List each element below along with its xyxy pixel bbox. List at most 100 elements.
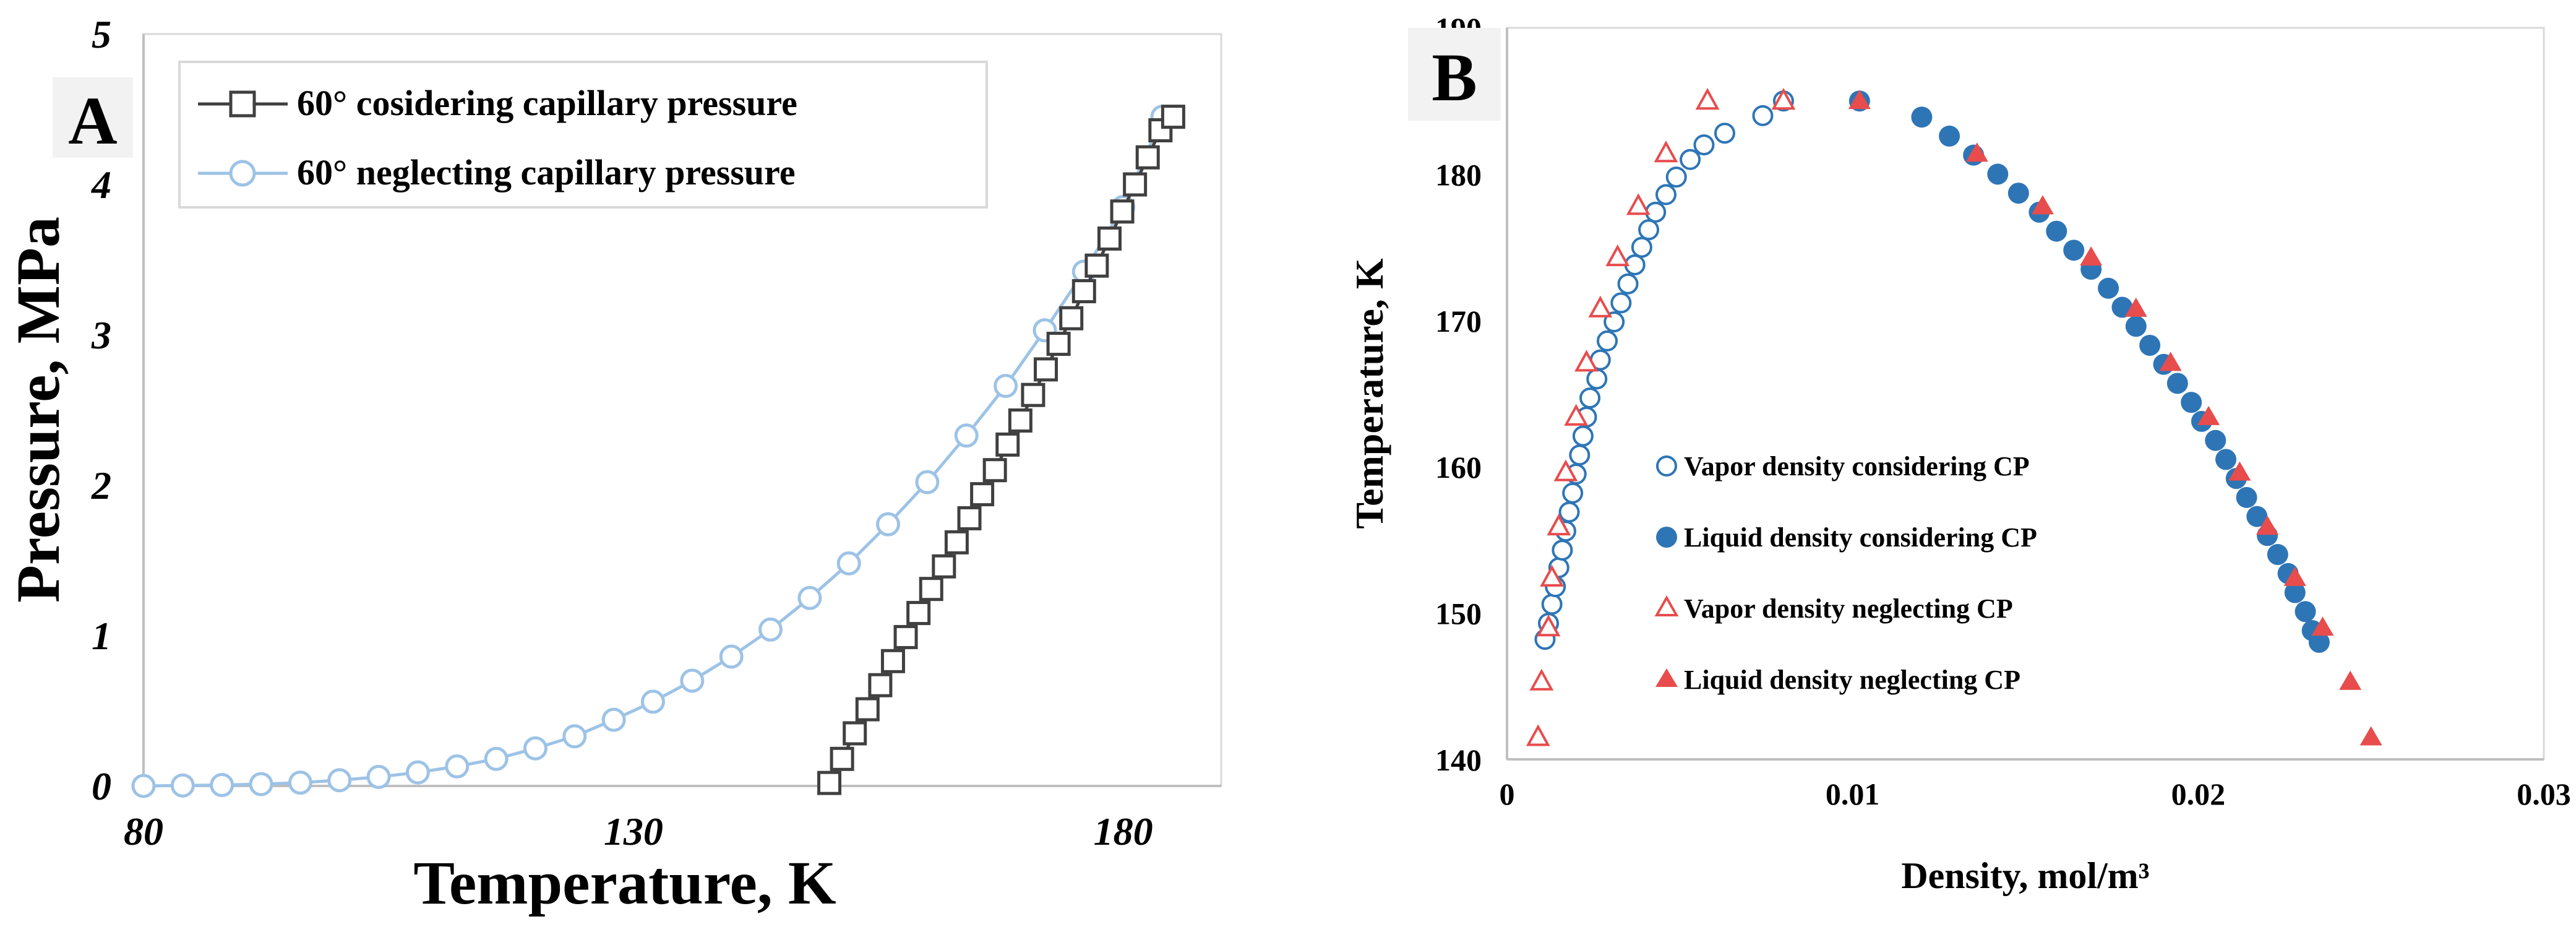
vapor-cp-point: [1631, 236, 1652, 258]
data-point-neglecting: [210, 773, 234, 798]
vapor-cp-point: [1579, 387, 1601, 409]
data-point-considering: [919, 577, 943, 602]
liquid-cp-point: [2295, 601, 2316, 623]
vapor-neg-point: [1547, 513, 1571, 536]
data-point-considering: [1008, 408, 1033, 433]
vapor-cp-point: [1552, 539, 1573, 561]
data-point-neglecting: [484, 746, 509, 771]
vapor-neg-point: [1771, 88, 1796, 110]
vapor-cp-point: [1586, 368, 1608, 390]
data-point-considering: [970, 482, 995, 507]
liquid-neg-point: [2197, 405, 2220, 425]
liquid-cp-point: [2236, 486, 2257, 508]
panel-label-a: A: [68, 83, 117, 158]
legend-label-vapor-cp: Vapor density considering CP: [1684, 451, 2030, 481]
data-point-neglecting: [249, 772, 273, 796]
vapor-cp-point: [1541, 593, 1563, 615]
liquid-cp-point: [2139, 334, 2161, 356]
data-point-considering: [1059, 306, 1084, 330]
data-point-considering: [982, 458, 1007, 483]
legend-vapor-cp-marker: [1656, 455, 1677, 477]
vapor-neg-point: [1574, 350, 1599, 372]
liquid-cp-point: [2267, 544, 2288, 566]
liquid-neg-point: [2339, 670, 2362, 690]
liquid-cp-point: [2007, 183, 2029, 204]
vapor-cp-point: [1665, 166, 1687, 188]
vapor-neg-point: [1553, 459, 1578, 481]
liquid-cp-point: [2181, 392, 2202, 413]
liquid-neg-point: [2256, 516, 2279, 535]
liquid-cp-point: [2063, 239, 2085, 261]
vapor-cp-point: [1562, 482, 1584, 504]
legend-label-liquid-neg: Liquid density neglecting CP: [1684, 665, 2020, 695]
data-point-neglecting: [523, 736, 547, 761]
data-point-considering: [1110, 199, 1135, 224]
vapor-cp-point: [1645, 201, 1667, 223]
liquid-cp-point: [2125, 316, 2147, 337]
data-point-considering: [932, 554, 956, 579]
liquid-neg-point: [2080, 246, 2103, 266]
data-point-neglecting: [994, 374, 1018, 399]
x-tick-label-b: 0: [1500, 777, 1515, 811]
data-point-neglecting: [327, 768, 352, 793]
vapor-cp-point: [1680, 149, 1701, 170]
data-point-neglecting: [445, 754, 470, 779]
data-point-considering: [906, 601, 931, 626]
data-point-neglecting: [836, 551, 861, 576]
data-point-neglecting: [876, 512, 901, 537]
liquid-neg-point: [2228, 461, 2251, 481]
liquid-neg-point: [2124, 297, 2147, 317]
panel-label-bg-b: [1408, 28, 1501, 121]
y-tick-label-a: 2: [91, 464, 111, 507]
vapor-cp-point: [1610, 292, 1632, 314]
x-tick-label-a: 180: [1094, 809, 1153, 853]
data-point-considering: [1046, 332, 1071, 356]
data-point-neglecting: [719, 644, 744, 669]
panel-label-b: B: [1432, 40, 1477, 115]
vapor-cp-point: [1693, 134, 1715, 156]
legend-b: Vapor density considering CP Liquid dens…: [1654, 451, 2037, 695]
vapor-cp-point: [1572, 425, 1594, 447]
y-tick-label-a: 3: [91, 313, 111, 357]
legend-box-a: [178, 61, 988, 209]
chart-b-svg: 14015016017018019000.010.020.03 B Vapor …: [1347, 11, 2571, 896]
panel-label-bg-a: [53, 77, 133, 158]
liquid-cp-point: [1939, 125, 1960, 147]
y-tick-label-a: 4: [91, 163, 111, 207]
vapor-cp-point: [1617, 273, 1639, 295]
liquid-neg-point: [1965, 142, 1988, 162]
x-tick-label-b: 0.02: [2171, 777, 2226, 811]
liquid-neg-point: [2031, 195, 2054, 215]
vapor-neg-point: [1536, 615, 1561, 637]
chart-a-svg: 0 1 2 3 4 5 80 130 180 A 60° cosidering capillar…: [4, 12, 1222, 917]
legend-circle-marker: [229, 160, 256, 187]
data-point-considering: [880, 649, 905, 673]
x-axis-title-a: Temperature, K: [413, 848, 836, 917]
vapor-cp-point: [1597, 330, 1618, 352]
data-point-considering: [957, 506, 982, 530]
data-point-considering: [1097, 226, 1122, 251]
y-tick-label-b: 160: [1435, 450, 1482, 485]
vapor-neg-point: [1540, 564, 1565, 587]
x-axis-title-b: Density, mol/m³: [1901, 855, 2149, 896]
data-point-considering: [1135, 145, 1160, 170]
vapor-neg-point: [1695, 88, 1720, 110]
liquid-cp-point: [2246, 506, 2268, 527]
liquid-cp-point: [1987, 163, 2009, 185]
legend-square-marker: [229, 90, 256, 118]
data-point-neglecting: [562, 724, 587, 749]
y-tick-label-b: 150: [1435, 597, 1482, 631]
legend-label-neglecting: 60° neglecting capillary pressure: [297, 152, 796, 192]
y-tick-label-a: 5: [92, 12, 111, 56]
legend-a: 60° cosidering capillary pressure 60° ne…: [178, 61, 988, 209]
liquid-neg-point: [2159, 352, 2182, 371]
vapor-cp-point: [1569, 444, 1591, 466]
data-point-neglecting: [366, 764, 391, 789]
x-tick-label-b: 0.03: [2517, 777, 2571, 811]
data-point-considering: [1161, 105, 1185, 129]
data-point-considering: [1123, 172, 1148, 197]
y-tick-label-b: 170: [1435, 304, 1482, 339]
liquid-neg-point: [2311, 616, 2334, 636]
data-point-neglecting: [170, 773, 195, 798]
vapor-cp-point: [1558, 501, 1580, 523]
